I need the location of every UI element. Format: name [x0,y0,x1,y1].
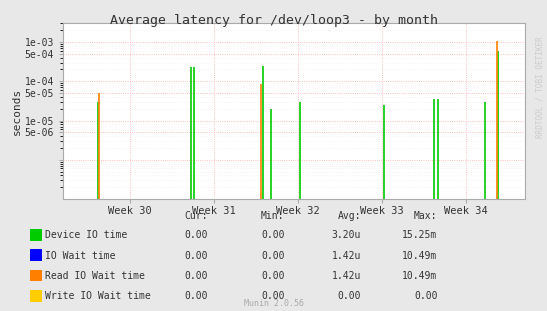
Text: 15.25m: 15.25m [403,230,438,240]
Text: Munin 2.0.56: Munin 2.0.56 [243,299,304,308]
Text: 0.00: 0.00 [261,251,284,261]
Text: 1.42u: 1.42u [331,251,361,261]
Text: 0.00: 0.00 [184,251,208,261]
Text: 0.00: 0.00 [337,291,361,301]
Text: 3.20u: 3.20u [331,230,361,240]
Text: 0.00: 0.00 [261,291,284,301]
Text: Cur:: Cur: [184,211,208,221]
Text: Write IO Wait time: Write IO Wait time [45,291,151,301]
Text: IO Wait time: IO Wait time [45,251,116,261]
Text: 1.42u: 1.42u [331,271,361,281]
Text: Average latency for /dev/loop3 - by month: Average latency for /dev/loop3 - by mont… [109,14,438,27]
Text: 0.00: 0.00 [184,230,208,240]
Text: 0.00: 0.00 [184,291,208,301]
Text: 0.00: 0.00 [261,230,284,240]
Text: 10.49m: 10.49m [403,271,438,281]
Text: Max:: Max: [414,211,438,221]
Text: RRDTOOL / TOBI OETIKER: RRDTOOL / TOBI OETIKER [536,36,544,138]
Text: 0.00: 0.00 [184,271,208,281]
Text: Read IO Wait time: Read IO Wait time [45,271,146,281]
Text: 10.49m: 10.49m [403,251,438,261]
Text: Min:: Min: [261,211,284,221]
Text: 0.00: 0.00 [414,291,438,301]
Text: Avg:: Avg: [337,211,361,221]
Text: Device IO time: Device IO time [45,230,127,240]
Y-axis label: seconds: seconds [11,88,22,135]
Text: 0.00: 0.00 [261,271,284,281]
